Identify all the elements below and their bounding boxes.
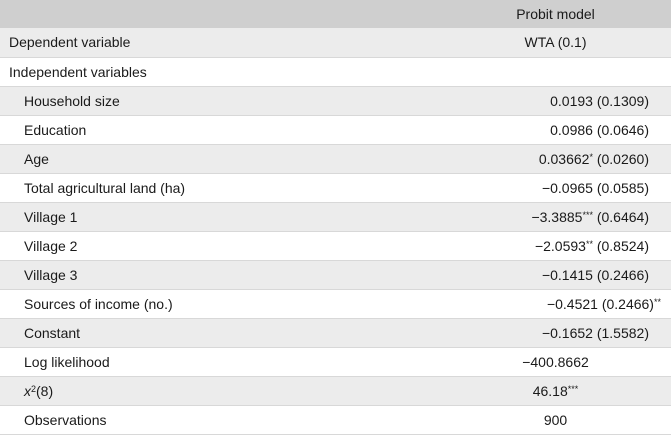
table-row: x2(8) 46.18*** [0, 376, 671, 406]
table-row: Village 3 −0.1415 (0.2466) [0, 260, 671, 290]
table-row: Age 0.03662* (0.0260) [0, 144, 671, 174]
row-value: −0.1415 (0.2466) [440, 260, 671, 290]
row-value: −2.0593** (0.8524) [440, 231, 671, 261]
row-value: 900 [440, 405, 671, 435]
row-label: Education [0, 115, 440, 145]
row-label: Independent variables [0, 57, 440, 87]
table-row: Observations 900 [0, 405, 671, 435]
row-value: −400.8662 [440, 347, 671, 377]
row-value: −0.4521 (0.2466)** [440, 289, 671, 319]
row-label: Household size [0, 86, 440, 116]
header-cell-probit-model: Probit model [440, 0, 671, 28]
significance-stars: *** [567, 383, 579, 394]
row-label: Village 3 [0, 260, 440, 290]
table-row: Dependent variable WTA (0.1) [0, 28, 671, 58]
significance-stars: ** [585, 238, 593, 249]
row-label: Total agricultural land (ha) [0, 173, 440, 203]
table-row: Sources of income (no.) −0.4521 (0.2466)… [0, 289, 671, 319]
row-label: Age [0, 144, 440, 174]
row-value: 0.0193 (0.1309) [440, 86, 671, 116]
header-cell-label [0, 0, 440, 28]
table-row: Village 1 −3.3885*** (0.6464) [0, 202, 671, 232]
table-header-row: Probit model [0, 0, 671, 28]
row-label: Village 2 [0, 231, 440, 261]
table-row: Constant −0.1652 (1.5582) [0, 318, 671, 348]
table-row: Household size 0.0193 (0.1309) [0, 86, 671, 116]
row-label: x2(8) [0, 376, 440, 406]
row-value: 0.03662* (0.0260) [440, 144, 671, 174]
row-label: Observations [0, 405, 440, 435]
row-label: Constant [0, 318, 440, 348]
table-row: Independent variables [0, 57, 671, 87]
row-label: Village 1 [0, 202, 440, 232]
table-row: Log likelihood −400.8662 [0, 347, 671, 377]
row-value: −0.1652 (1.5582) [440, 318, 671, 348]
significance-stars: ** [653, 296, 661, 307]
row-value: −3.3885*** (0.6464) [440, 202, 671, 232]
row-label: Sources of income (no.) [0, 289, 440, 319]
row-value: 46.18*** [440, 376, 671, 406]
row-value: −0.0965 (0.0585) [440, 173, 671, 203]
table-row: Total agricultural land (ha) −0.0965 (0.… [0, 173, 671, 203]
significance-stars: * [589, 151, 593, 162]
row-value: WTA (0.1) [440, 28, 671, 58]
row-value [440, 57, 671, 87]
row-label: Log likelihood [0, 347, 440, 377]
table-row: Education 0.0986 (0.0646) [0, 115, 671, 145]
row-label: Dependent variable [0, 28, 440, 58]
significance-stars: *** [582, 209, 593, 220]
table-row: Village 2 −2.0593** (0.8524) [0, 231, 671, 261]
row-value: 0.0986 (0.0646) [440, 115, 671, 145]
